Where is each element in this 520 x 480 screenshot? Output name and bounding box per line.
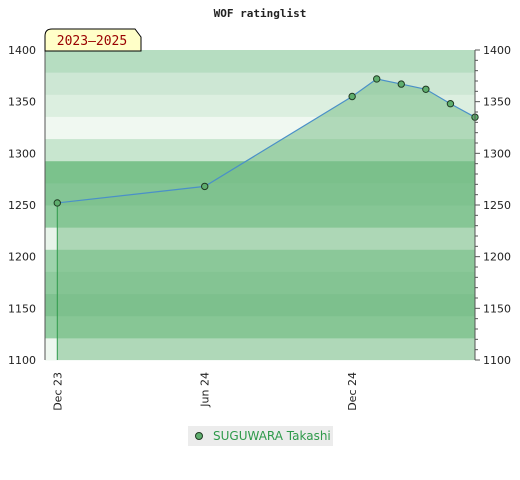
chart-title: WOF ratinglist — [214, 7, 307, 20]
legend-series-name: SUGUWARA Takashi — [213, 429, 331, 443]
y-axis-right: 1100 1150 1200 1250 1300 1350 1400 — [474, 44, 511, 367]
y-tick-label-left: 1350 — [8, 96, 36, 109]
data-point — [397, 80, 405, 88]
y-tick-label-right: 1300 — [483, 147, 511, 160]
data-point — [373, 75, 381, 83]
y-tick-label-left: 1200 — [8, 251, 36, 264]
legend: SUGUWARA Takashi — [188, 426, 333, 446]
y-tick-label-right: 1250 — [483, 199, 511, 212]
y-tick-label-left: 1250 — [8, 199, 36, 212]
x-tick-label: Jun 24 — [199, 372, 212, 408]
y-tick-label-left: 1400 — [8, 44, 36, 57]
data-point — [422, 85, 430, 93]
x-tick-label: Dec 24 — [346, 372, 359, 411]
series-line-path — [57, 78, 476, 204]
data-points — [53, 75, 479, 207]
x-tick-label: Dec 23 — [51, 372, 64, 411]
y-tick-label-right: 1400 — [483, 44, 511, 57]
period-badge: 2023–2025 — [44, 28, 142, 52]
series-line — [57, 78, 476, 204]
data-point — [446, 100, 455, 108]
period-badge-label: 2023–2025 — [57, 34, 127, 49]
y-tick-label-left: 1100 — [8, 354, 36, 367]
x-axis: Dec 23 Jun 24 Dec 24 — [51, 372, 359, 411]
y-tick-label-left: 1300 — [8, 147, 36, 160]
y-axis-left: 1100 1150 1200 1250 1300 1350 1400 — [8, 44, 46, 367]
background-band — [45, 50, 475, 73]
legend-marker — [195, 432, 203, 440]
data-point — [348, 92, 356, 101]
series-area — [57, 78, 476, 360]
y-tick-label-left: 1150 — [8, 302, 36, 315]
data-point — [53, 199, 61, 207]
y-tick-label-right: 1200 — [483, 251, 511, 264]
data-point — [201, 182, 209, 191]
y-tick-label-right: 1150 — [483, 302, 511, 315]
y-tick-label-right: 1350 — [483, 96, 511, 109]
y-tick-label-right: 1100 — [483, 354, 511, 367]
